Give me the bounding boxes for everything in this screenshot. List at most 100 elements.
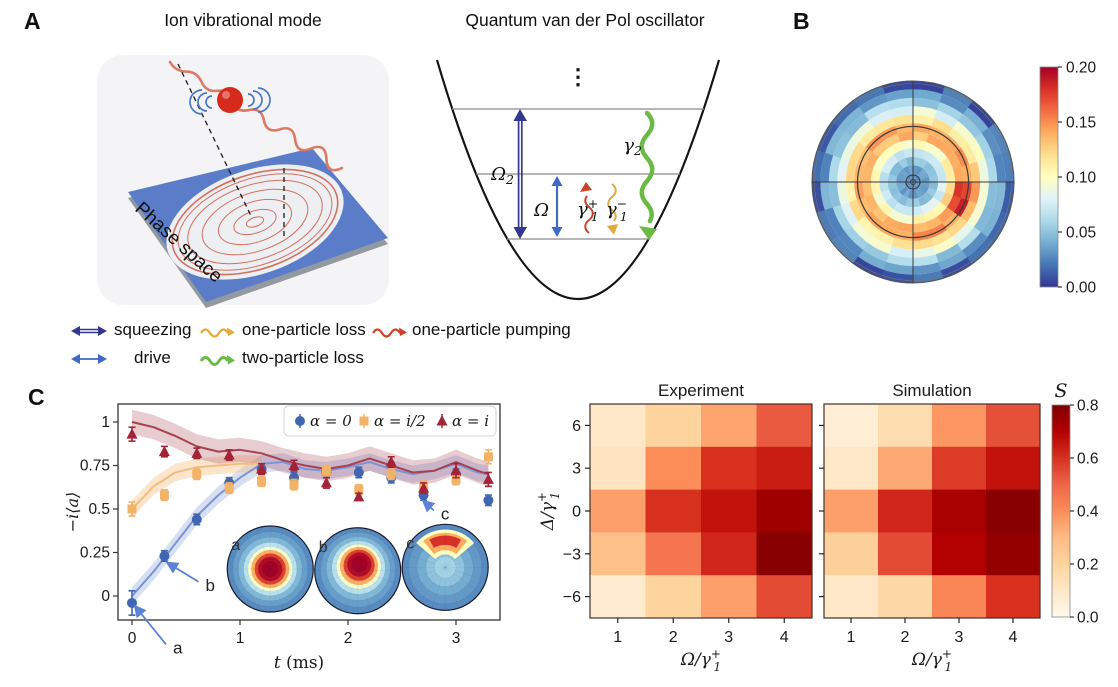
squeezing-arrow [513, 109, 527, 239]
s-colorbar-tick: 0.6 [1077, 451, 1099, 468]
s-colorbar-tick: 0.8 [1077, 398, 1099, 415]
two-particle-loss-icon [199, 355, 235, 366]
heatmap-y-tick: 3 [572, 461, 581, 478]
levels-ellipsis: ⋮ [567, 64, 589, 89]
inset-letter-c: c [406, 535, 414, 552]
drive-arrow [551, 176, 563, 237]
confidence-band [132, 455, 262, 518]
heatmap-y-tick: −6 [563, 589, 581, 606]
annotation-c: c [421, 499, 450, 523]
squeezing-icon [71, 326, 107, 336]
annotation-letter: b [205, 576, 214, 595]
s-colorbar-label: S [1054, 380, 1067, 402]
one-particle-pumping-arrow [580, 182, 594, 234]
laser-wave [168, 60, 344, 172]
heatmap-x-tick: 1 [847, 629, 856, 646]
heatmap-xlabel: Ω/γ+ 1 [911, 647, 952, 674]
x-tick-label: 0 [128, 630, 137, 647]
heatmap-experiment: 1 2 3 4 6 3 0 −3 −6 Experiment Ω/γ+ 1 [563, 381, 813, 674]
x-tick-label: 2 [344, 630, 353, 647]
heatmap-ylabel: Δ/γ+1 [535, 492, 562, 531]
s-colorbar-tick: 0.2 [1077, 557, 1099, 574]
heatmap-x-tick: 2 [669, 629, 678, 646]
one-particle-pumping-icon [372, 327, 407, 338]
heatmap-x-tick: 3 [955, 629, 964, 646]
inset-wigner-c [401, 523, 489, 611]
theory-line [131, 421, 489, 476]
wigner-function-plot: 0.20 0.15 0.10 0.05 0.00 [811, 60, 1097, 297]
y-tick-label: 0.25 [80, 545, 110, 562]
heatmap-x-tick: 2 [901, 629, 910, 646]
omega-label: Ω [533, 200, 549, 221]
wigner-colorbar-tick: 0.00 [1066, 280, 1097, 297]
y-tick-label: 1 [101, 414, 110, 431]
gamma1-minus-label: γ− 1 [606, 196, 628, 224]
heatmap-y-tick: 0 [572, 504, 581, 521]
one-particle-loss-arrow [607, 183, 618, 235]
ion-highlight [222, 91, 230, 99]
legend-entry-label: α = 0 [310, 412, 352, 430]
heatmap-title: Experiment [658, 381, 744, 400]
drive-icon [71, 354, 107, 364]
legend-entry-label: α = i/2 [374, 412, 426, 430]
annotation-a: a [133, 604, 183, 657]
wigner-colorbar-tick: 0.05 [1066, 225, 1096, 242]
two-particle-loss-arrow [639, 110, 657, 240]
vibration-arcs-right [247, 87, 271, 113]
panel-a-left-title: Ion vibrational mode [164, 10, 322, 30]
s-colorbar-tick: 0.0 [1077, 610, 1099, 627]
wigner-polar-heatmap [811, 80, 1015, 284]
confidence-band [132, 453, 489, 605]
omega2-label: Ω2 [490, 164, 514, 187]
s-colorbar-tick: 0.4 [1077, 504, 1099, 521]
heatmap-x-tick: 4 [1009, 629, 1018, 646]
y-tick-label: 0.5 [88, 501, 110, 518]
wigner-colorbar-tick: 0.10 [1066, 170, 1097, 187]
heatmap-xlabel: Ω/γ+ 1 [680, 647, 721, 674]
one-particle-loss-icon [200, 327, 235, 338]
series-triangle [126, 426, 494, 502]
annotation-b: b [165, 561, 215, 595]
gamma2-label: γ2 [623, 135, 642, 158]
legend-entry-label: α = i [452, 412, 489, 430]
ion-ball [217, 87, 243, 113]
inset-letter-a: a [231, 537, 240, 554]
polar-overlay [811, 80, 1015, 284]
heatmap-y-tick: −3 [563, 546, 581, 563]
panel-label-c: C [28, 384, 45, 410]
heatmap-x-tick: 3 [724, 629, 733, 646]
y-tick-label: 0.75 [80, 458, 110, 475]
y-tick-label: 0 [101, 588, 110, 605]
panel-a-right-title: Quantum van der Pol oscillator [465, 10, 705, 30]
timeseries-axes: 0 1 2 3 0 0.25 0.5 0.75 1 [80, 403, 501, 647]
panel-label-b: B [793, 8, 810, 34]
x-tick-label: 3 [452, 630, 461, 647]
s-colorbar: S 0.8 0.6 0.4 0.2 0.0 [1051, 380, 1099, 627]
panel-label-a: A [24, 8, 41, 34]
ion-vibrational-mode-illustration: Phase space [97, 55, 389, 308]
limit-cycle-spiral [166, 164, 344, 280]
vibration-arcs-left [189, 89, 213, 115]
heatmap-x-tick: 1 [613, 629, 622, 646]
wigner-colorbar-tick: 0.20 [1066, 60, 1097, 77]
timeseries-xlabel: t (ms) [274, 653, 324, 673]
heatmap-simulation: 1 2 3 4 Simulation Ω/γ+ 1 [819, 381, 1041, 674]
annotation-letter: c [441, 504, 450, 523]
legend-one-particle-loss-label: one-particle loss [242, 320, 366, 339]
legend-two-particle-loss-label: two-particle loss [242, 348, 364, 367]
projection-dashed-line-left [177, 63, 253, 219]
timeseries-ylabel: −i⟨a⟩ [63, 492, 82, 533]
inset-wigner-a [226, 525, 314, 613]
annotation-letter: a [173, 638, 183, 657]
wigner-colorbar-tick: 0.15 [1066, 115, 1096, 132]
legend-squeezing-label: squeezing [114, 320, 192, 339]
gamma1-plus-label: γ+ 1 [577, 196, 599, 224]
inset-wigner-b [314, 527, 402, 615]
timeseries-legend: α = 0 α = i/2 α = i [283, 405, 497, 437]
theory-line [131, 462, 262, 510]
heatmap-x-tick: 4 [780, 629, 789, 646]
x-tick-label: 1 [236, 630, 245, 647]
heatmap-y-tick: 6 [572, 418, 581, 435]
